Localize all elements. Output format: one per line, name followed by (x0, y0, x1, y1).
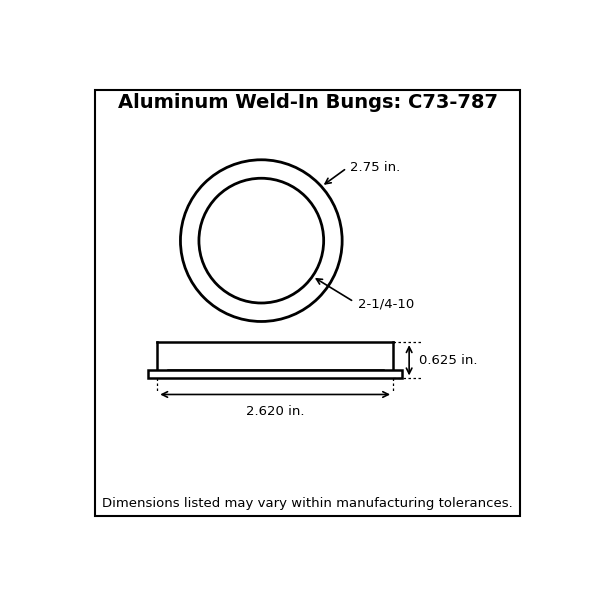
Text: 2-1/4-10: 2-1/4-10 (358, 298, 414, 311)
Text: Aluminum Weld-In Bungs: C73-787: Aluminum Weld-In Bungs: C73-787 (118, 92, 497, 112)
Text: 2.75 in.: 2.75 in. (350, 161, 401, 173)
Text: 0.625 in.: 0.625 in. (419, 354, 478, 367)
Text: Dimensions listed may vary within manufacturing tolerances.: Dimensions listed may vary within manufa… (102, 497, 513, 511)
Text: 2.620 in.: 2.620 in. (246, 404, 304, 418)
Bar (148, 370, 402, 379)
